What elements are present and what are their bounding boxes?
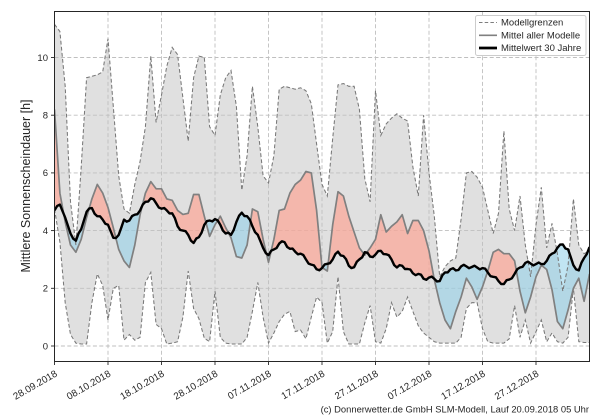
svg-text:10: 10 xyxy=(37,53,48,64)
svg-text:6: 6 xyxy=(43,168,48,179)
svg-text:0: 0 xyxy=(43,341,48,352)
svg-text:(c) Donnerwetter.de GmbH SLM-M: (c) Donnerwetter.de GmbH SLM-Modell, Lau… xyxy=(321,404,589,415)
svg-text:Modellgrenzen: Modellgrenzen xyxy=(501,18,563,29)
svg-text:Mittlere Sonnenscheindauer [h]: Mittlere Sonnenscheindauer [h] xyxy=(19,99,33,272)
svg-text:2: 2 xyxy=(43,284,48,295)
svg-text:Mittelwert 30 Jahre: Mittelwert 30 Jahre xyxy=(501,43,581,54)
svg-text:8: 8 xyxy=(43,111,48,122)
svg-text:4: 4 xyxy=(43,226,48,237)
svg-text:Mittel aller Modelle: Mittel aller Modelle xyxy=(501,31,580,42)
